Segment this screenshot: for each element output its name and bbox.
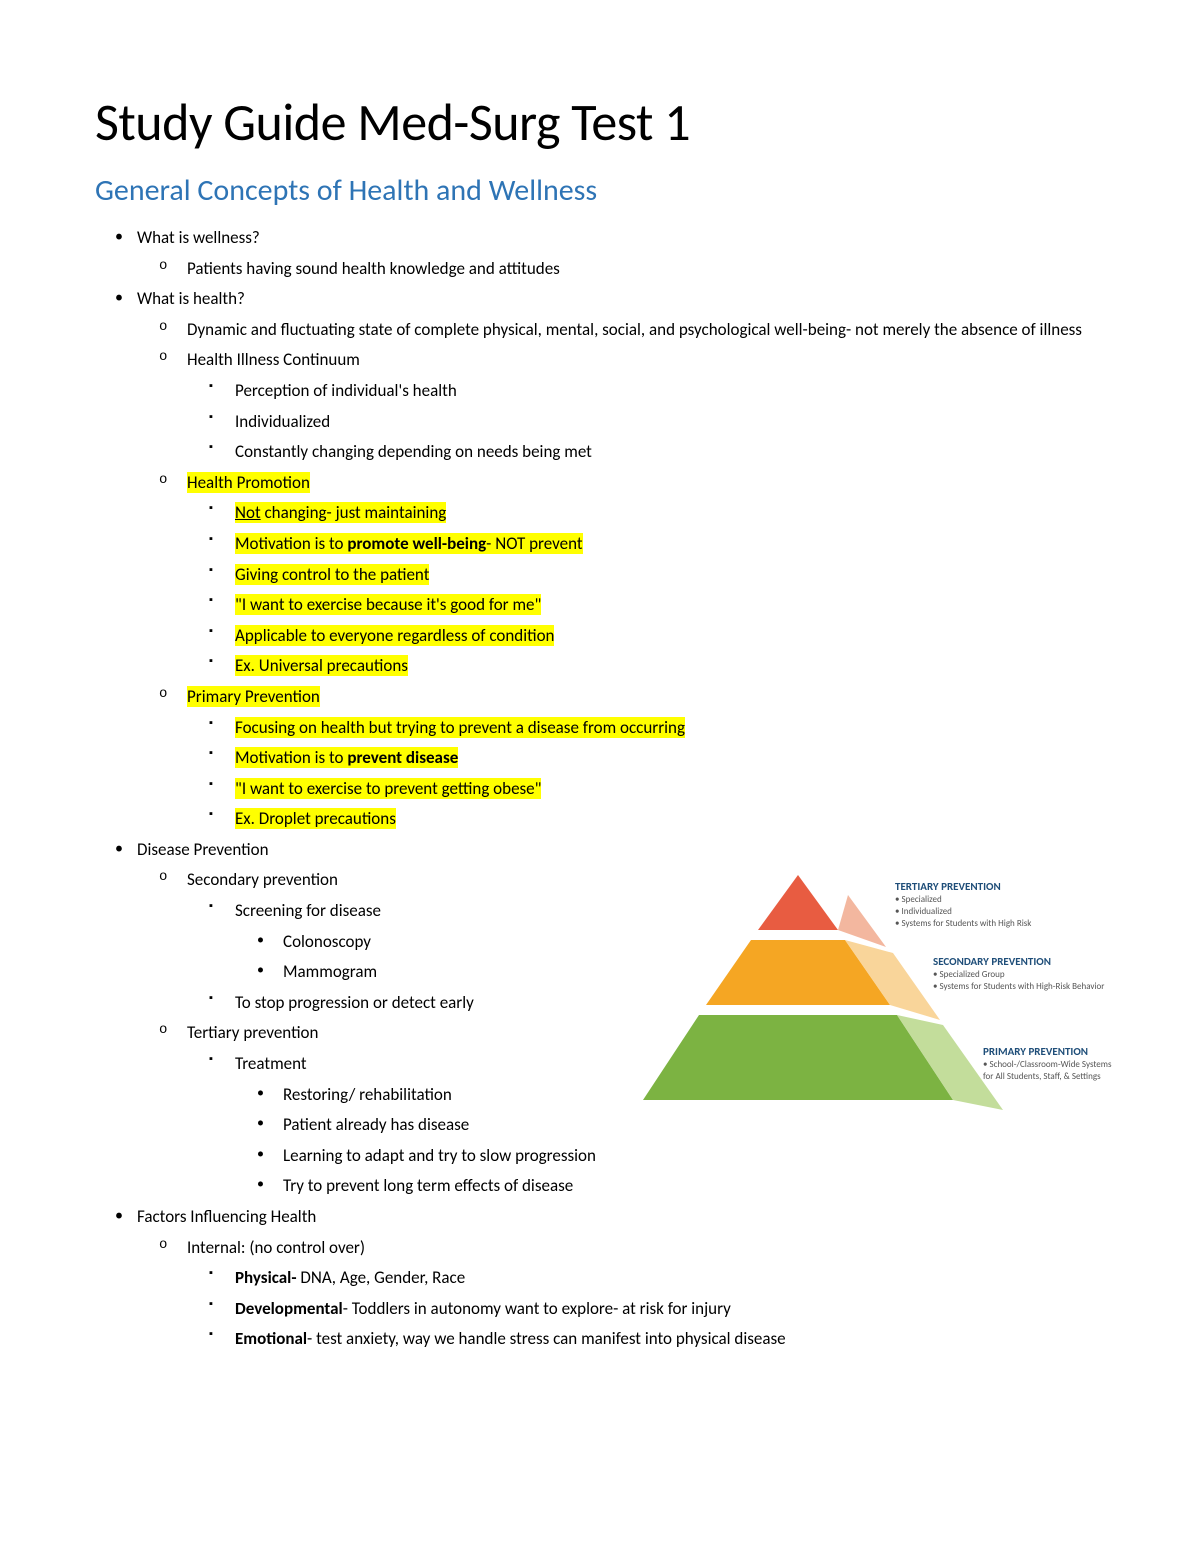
highlighted-text: Giving control to the patient bbox=[235, 564, 429, 585]
highlighted-text: Ex. Droplet precautions bbox=[235, 808, 396, 829]
text-bold: Physical- bbox=[235, 1267, 297, 1288]
text: Patients having sound health knowledge a… bbox=[187, 258, 560, 279]
list-item: Motivation is to promote well-being- NOT… bbox=[235, 529, 1105, 560]
text: Mammogram bbox=[283, 961, 377, 982]
highlighted-text: Motivation is to prevent disease bbox=[235, 747, 458, 768]
text: What is health? bbox=[137, 288, 245, 309]
list-item: Emotional- test anxiety, way we handle s… bbox=[235, 1324, 1105, 1355]
list-item: Health Promotion Not changing- just main… bbox=[187, 468, 1105, 682]
text: Factors Influencing Health bbox=[137, 1206, 316, 1227]
highlighted-text: Focusing on health but trying to prevent… bbox=[235, 717, 685, 738]
text: Disease Prevention bbox=[137, 839, 269, 860]
list-item: Not changing- just maintaining bbox=[235, 498, 1105, 529]
list-item: Primary Prevention Focusing on health bu… bbox=[187, 682, 1105, 835]
content-body: What is wellness? Patients having sound … bbox=[95, 223, 1105, 1355]
text: Learning to adapt and try to slow progre… bbox=[283, 1145, 596, 1166]
page-title: Study Guide Med-Surg Test 1 bbox=[95, 90, 1105, 154]
text: DNA, Age, Gender, Race bbox=[297, 1267, 466, 1288]
text-bold: Emotional bbox=[235, 1328, 307, 1349]
list-item: Secondary prevention Screening for disea… bbox=[187, 865, 1105, 1018]
list-item: Developmental- Toddlers in autonomy want… bbox=[235, 1294, 1105, 1325]
list-item: "I want to exercise to prevent getting o… bbox=[235, 774, 1105, 805]
text: - Toddlers in autonomy want to explore- … bbox=[343, 1298, 731, 1319]
list-item: Constantly changing depending on needs b… bbox=[235, 437, 1105, 468]
text: Restoring/ rehabilitation bbox=[283, 1084, 452, 1105]
list-item: Treatment Restoring/ rehabilitation Pati… bbox=[235, 1049, 1105, 1202]
highlighted-text: Not changing- just maintaining bbox=[235, 502, 446, 523]
highlighted-text: Motivation is to promote well-being- NOT… bbox=[235, 533, 583, 554]
text: Treatment bbox=[235, 1053, 307, 1074]
list-item: Dynamic and fluctuating state of complet… bbox=[187, 315, 1105, 346]
highlighted-text: Primary Prevention bbox=[187, 686, 320, 707]
list-item: Patients having sound health knowledge a… bbox=[187, 254, 1105, 285]
text: To stop progression or detect early bbox=[235, 992, 474, 1013]
text: Screening for disease bbox=[235, 900, 381, 921]
list-item: Restoring/ rehabilitation bbox=[283, 1080, 463, 1111]
text: Constantly changing depending on needs b… bbox=[235, 441, 592, 462]
list-item: What is health? Dynamic and fluctuating … bbox=[137, 284, 1105, 835]
text: What is wellness? bbox=[137, 227, 260, 248]
highlighted-text: Applicable to everyone regardless of con… bbox=[235, 625, 554, 646]
text-bold: Developmental bbox=[235, 1298, 343, 1319]
list-item: Screening for disease Colonoscopy Mammog… bbox=[235, 896, 735, 988]
highlighted-text: "I want to exercise because it's good fo… bbox=[235, 594, 541, 615]
highlighted-text: "I want to exercise to prevent getting o… bbox=[235, 778, 541, 799]
list-item: Patient already has disease bbox=[283, 1110, 483, 1141]
list-item: Disease Prevention TERTIARY PREVENTION• … bbox=[137, 835, 1105, 1202]
text: Colonoscopy bbox=[283, 931, 371, 952]
list-item: Applicable to everyone regardless of con… bbox=[235, 621, 1105, 652]
text: Perception of individual's health bbox=[235, 380, 457, 401]
list-item: Try to prevent long term effects of dise… bbox=[283, 1171, 1105, 1202]
list-item: Ex. Droplet precautions bbox=[235, 804, 1105, 835]
list-item: Individualized bbox=[235, 407, 1105, 438]
list-item: Physical- DNA, Age, Gender, Race bbox=[235, 1263, 1105, 1294]
list-item: Motivation is to prevent disease bbox=[235, 743, 1105, 774]
highlighted-text: Health Promotion bbox=[187, 472, 310, 493]
list-item: Tertiary prevention Treatment Restoring/… bbox=[187, 1018, 1105, 1202]
list-item: Factors Influencing Health Internal: (no… bbox=[137, 1202, 1105, 1355]
highlighted-text: Ex. Universal precautions bbox=[235, 655, 408, 676]
text: Secondary prevention bbox=[187, 869, 338, 890]
list-item: Focusing on health but trying to prevent… bbox=[235, 713, 1105, 744]
text: Individualized bbox=[235, 411, 330, 432]
list-item: Colonoscopy bbox=[283, 927, 735, 958]
list-item: Ex. Universal precautions bbox=[235, 651, 1105, 682]
list-item: To stop progression or detect early bbox=[235, 988, 515, 1019]
list-item: Mammogram bbox=[283, 957, 735, 988]
list-item: "I want to exercise because it's good fo… bbox=[235, 590, 1105, 621]
text: - test anxiety, way we handle stress can… bbox=[307, 1328, 786, 1349]
text: Try to prevent long term effects of dise… bbox=[283, 1175, 573, 1196]
list-item: Health Illness Continuum Perception of i… bbox=[187, 345, 1105, 467]
list-item: Internal: (no control over) Physical- DN… bbox=[187, 1233, 1105, 1355]
text: Tertiary prevention bbox=[187, 1022, 318, 1043]
text: Dynamic and fluctuating state of complet… bbox=[187, 319, 1082, 340]
text: Internal: (no control over) bbox=[187, 1237, 365, 1258]
list-item: Perception of individual's health bbox=[235, 376, 1105, 407]
list-item: Learning to adapt and try to slow progre… bbox=[283, 1141, 1105, 1172]
section-subtitle: General Concepts of Health and Wellness bbox=[95, 172, 1105, 209]
list-item: What is wellness? Patients having sound … bbox=[137, 223, 1105, 284]
text: Patient already has disease bbox=[283, 1114, 469, 1135]
text: Health Illness Continuum bbox=[187, 349, 360, 370]
list-item: Giving control to the patient bbox=[235, 560, 1105, 591]
